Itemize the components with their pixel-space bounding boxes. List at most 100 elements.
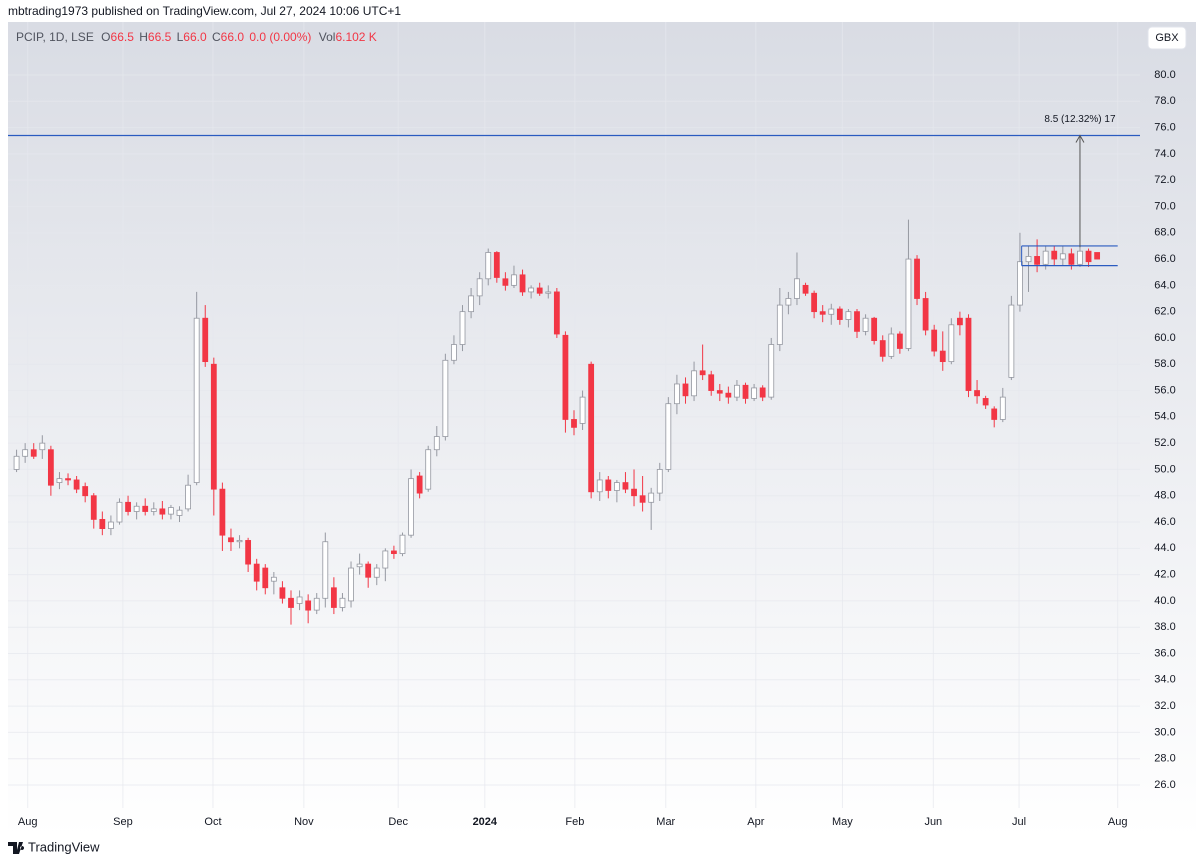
candle-body [253, 563, 260, 582]
y-tick-label: 80.0 [1154, 69, 1175, 81]
candle-body [716, 390, 723, 394]
candle-body [785, 298, 792, 306]
candle-body [245, 540, 252, 565]
y-tick-label: 48.0 [1154, 490, 1175, 502]
candle-body [262, 567, 269, 589]
candle-body [845, 311, 852, 320]
y-tick-label: 54.0 [1154, 411, 1175, 423]
candle-body [296, 596, 303, 604]
candle-body [571, 419, 577, 428]
candle-body [313, 597, 320, 611]
x-tick-label: Aug [1108, 816, 1128, 828]
measure-arrowhead [1075, 134, 1085, 143]
y-tick-label: 44.0 [1154, 542, 1175, 554]
candle-body [228, 537, 234, 543]
x-tick-label: Oct [204, 816, 221, 828]
candle-body [176, 509, 183, 516]
y-tick-label: 56.0 [1154, 384, 1175, 396]
candle-body [1051, 250, 1058, 260]
candle-body [854, 311, 860, 332]
x-tick-label: 2024 [473, 816, 498, 828]
candle-body [708, 374, 715, 391]
candle-body [425, 449, 432, 490]
y-tick-label: 28.0 [1154, 753, 1175, 765]
candle-body [974, 390, 980, 397]
candle-body [219, 488, 226, 536]
candle-body [811, 292, 818, 313]
y-tick-label: 66.0 [1154, 253, 1175, 265]
candle-body [579, 396, 586, 424]
currency-button[interactable] [1147, 26, 1187, 50]
currency[interactable]: GBX [1155, 32, 1179, 44]
candle-body [734, 384, 740, 398]
candle-body [22, 449, 29, 457]
candle-body [519, 274, 526, 293]
candle-body [493, 252, 500, 278]
candle-body [648, 492, 655, 503]
candle-body [931, 329, 938, 352]
candle-body [56, 478, 63, 483]
candle-body [236, 540, 243, 543]
candle-body [502, 278, 509, 286]
candle-body [442, 359, 449, 437]
o-label: O [101, 30, 110, 44]
candle-body [82, 486, 89, 497]
y-tick-label: 30.0 [1154, 726, 1175, 738]
chart-panel [8, 22, 1196, 837]
candle-body [819, 311, 826, 315]
o-value: 66.5 [111, 30, 135, 44]
change: 0.0 (0.00%) [249, 30, 311, 44]
candle-body [596, 479, 603, 493]
candle-body [116, 501, 123, 523]
y-tick-label: 70.0 [1154, 200, 1175, 212]
candle-body [511, 274, 517, 286]
c-label: C [212, 30, 221, 44]
candle-body [545, 291, 552, 294]
candle-body [288, 597, 294, 608]
candle-body [30, 449, 37, 457]
candle-body [279, 587, 286, 599]
y-tick-label: 52.0 [1154, 437, 1175, 449]
candle-body [39, 442, 46, 451]
candle-body [553, 291, 560, 335]
candle-body [682, 383, 689, 397]
candle-body [836, 308, 843, 320]
candle-body [202, 317, 209, 363]
x-tick-label: Jul [1012, 816, 1026, 828]
candle-body [1085, 250, 1092, 263]
candle-body [905, 258, 912, 349]
candle-body [330, 587, 337, 608]
candle-body [862, 317, 869, 332]
candle-body [691, 370, 697, 397]
candle-body [185, 484, 191, 510]
candle-body [562, 334, 569, 420]
legend: PCIP, 1D, LSE O66.5 H66.5 L66.0 C66.0 0.… [16, 30, 377, 44]
h-value: 66.5 [148, 30, 172, 44]
c-value: 66.0 [221, 30, 245, 44]
candle-body [90, 495, 97, 520]
candle-body [433, 436, 440, 451]
x-tick-label: Apr [747, 816, 764, 828]
x-tick-label: Sep [113, 816, 133, 828]
x-tick-label: Aug [18, 816, 38, 828]
y-tick-label: 62.0 [1154, 306, 1175, 318]
candle-body [622, 482, 629, 490]
candle-body [871, 317, 878, 341]
candle-body [631, 488, 637, 497]
x-tick-label: May [832, 816, 853, 828]
candle-body [159, 508, 166, 515]
candle-body [1077, 250, 1083, 265]
candle-body [73, 479, 80, 490]
candle-body [674, 383, 680, 405]
y-tick-label: 78.0 [1154, 95, 1175, 107]
candle-body [613, 482, 620, 491]
candle-body [382, 550, 389, 569]
y-tick-label: 76.0 [1154, 121, 1175, 133]
candle-body [13, 455, 20, 470]
candle-body [536, 287, 543, 294]
x-tick-label: Mar [656, 816, 675, 828]
tradingview-logo [8, 842, 25, 854]
plot [8, 134, 1140, 625]
candle-body [948, 324, 955, 363]
